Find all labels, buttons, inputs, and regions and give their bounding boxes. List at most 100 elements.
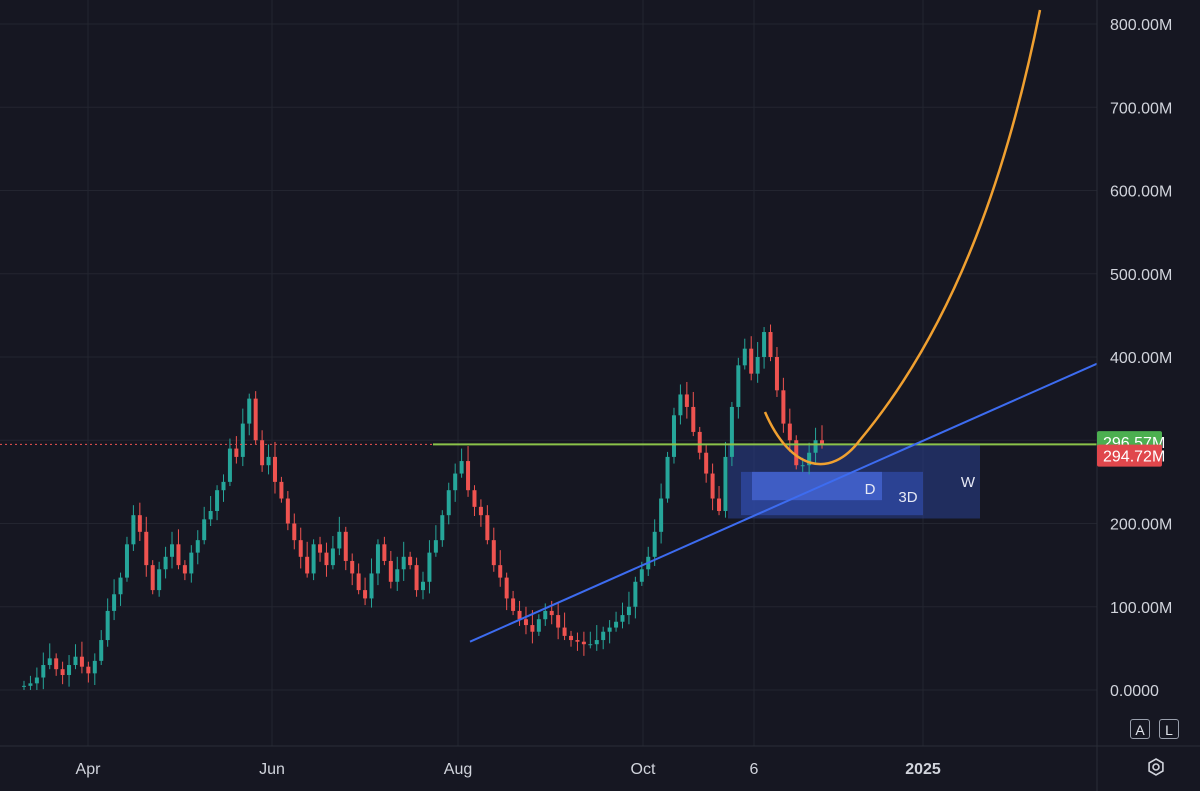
candle-body <box>144 531 149 566</box>
candle-body <box>350 560 355 574</box>
candle-body <box>543 610 548 620</box>
candle-body <box>755 357 760 374</box>
candlestick-series <box>22 324 824 690</box>
candle-body <box>112 594 117 611</box>
candle-body <box>562 627 567 636</box>
candle-body <box>736 365 741 407</box>
candle-body <box>813 440 818 453</box>
candle-body <box>626 606 631 616</box>
candle-body <box>697 431 702 453</box>
candle-body <box>601 631 606 641</box>
candle-body <box>556 615 561 628</box>
candle-body <box>253 398 258 441</box>
candle-body <box>614 621 619 628</box>
candle-body <box>665 456 670 499</box>
candle-body <box>774 357 779 391</box>
candle-body <box>671 415 676 457</box>
candle-body <box>92 660 97 674</box>
candle-body <box>549 610 554 616</box>
candle-body <box>324 552 329 566</box>
zone-d <box>752 471 882 501</box>
x-tick-label: Oct <box>631 761 656 778</box>
x-axis[interactable]: Apr Jun Aug Oct 6 2025 <box>0 745 1200 778</box>
y-axis[interactable]: 800.00M 700.00M 600.00M 500.00M 400.00M 200.0… <box>1096 0 1172 791</box>
candle-body <box>118 577 123 595</box>
y-tick-label: 400.00M <box>1110 350 1172 367</box>
candle-body <box>652 531 657 557</box>
candle-body <box>408 556 413 566</box>
candle-body <box>382 544 387 561</box>
candle-body <box>298 540 303 557</box>
candle-body <box>131 515 136 545</box>
candle-body <box>279 481 284 499</box>
candle-body <box>137 515 142 532</box>
candle-body <box>227 448 232 482</box>
candle-body <box>375 544 380 574</box>
candle-body <box>485 515 490 541</box>
demand-zones: D 3D W <box>728 444 980 519</box>
candle-body <box>453 473 458 491</box>
candle-body <box>794 440 799 466</box>
candle-body <box>504 577 509 599</box>
candle-body <box>569 635 574 641</box>
candle-body <box>478 506 483 516</box>
candle-body <box>781 390 786 424</box>
candle-body <box>466 461 471 491</box>
candle-body <box>787 423 792 441</box>
zone-label: 3D <box>898 489 917 506</box>
candle-body <box>659 498 664 532</box>
candle-body <box>401 556 406 570</box>
candle-body <box>176 544 181 566</box>
candle-body <box>343 531 348 561</box>
candle-body <box>517 610 522 620</box>
candle-body <box>498 565 503 578</box>
candle-body <box>157 569 162 591</box>
candle-body <box>710 473 715 499</box>
candle-body <box>272 456 277 482</box>
candle-body <box>620 615 625 622</box>
candle-body <box>369 573 374 599</box>
candle-body <box>79 656 84 667</box>
candle-body <box>820 440 824 445</box>
candle-body <box>363 590 368 599</box>
candle-body <box>163 556 168 570</box>
candle-body <box>285 498 290 524</box>
y-tick-label: 200.00M <box>1110 517 1172 534</box>
zone-label: W <box>961 474 976 491</box>
candle-body <box>749 348 754 374</box>
candle-body <box>588 644 593 646</box>
candle-body <box>800 465 805 467</box>
candle-body <box>723 456 728 512</box>
candle-body <box>60 669 65 676</box>
candle-body <box>523 619 528 626</box>
log-scale-button[interactable]: L <box>1159 719 1179 739</box>
candle-body <box>742 348 747 366</box>
x-tick-label: 2025 <box>905 761 941 778</box>
candle-body <box>421 581 425 591</box>
candle-body <box>105 610 110 641</box>
candle-body <box>807 452 812 466</box>
candle-body <box>202 519 207 541</box>
candle-body <box>124 544 129 578</box>
auto-scale-button[interactable]: A <box>1130 719 1150 739</box>
candle-body <box>491 540 496 566</box>
candle-body <box>47 658 52 666</box>
candle-body <box>729 406 734 457</box>
candle-body <box>266 456 271 466</box>
y-tick-label: 800.00M <box>1110 17 1172 34</box>
projection-curve <box>763 9 1042 466</box>
candle-body <box>215 490 220 512</box>
candle-body <box>189 552 194 574</box>
y-tick-label: 0.0000 <box>1110 683 1159 700</box>
candle-body <box>234 448 239 457</box>
candle-body <box>260 440 265 466</box>
candle-body <box>311 544 316 574</box>
gear-icon[interactable] <box>1146 757 1166 777</box>
candle-body <box>691 406 696 432</box>
candle-body <box>305 556 310 574</box>
candle-body <box>684 394 689 407</box>
candle-body <box>762 332 767 357</box>
price-tag-label: 294.72M <box>1103 449 1165 466</box>
candle-body <box>150 565 155 591</box>
